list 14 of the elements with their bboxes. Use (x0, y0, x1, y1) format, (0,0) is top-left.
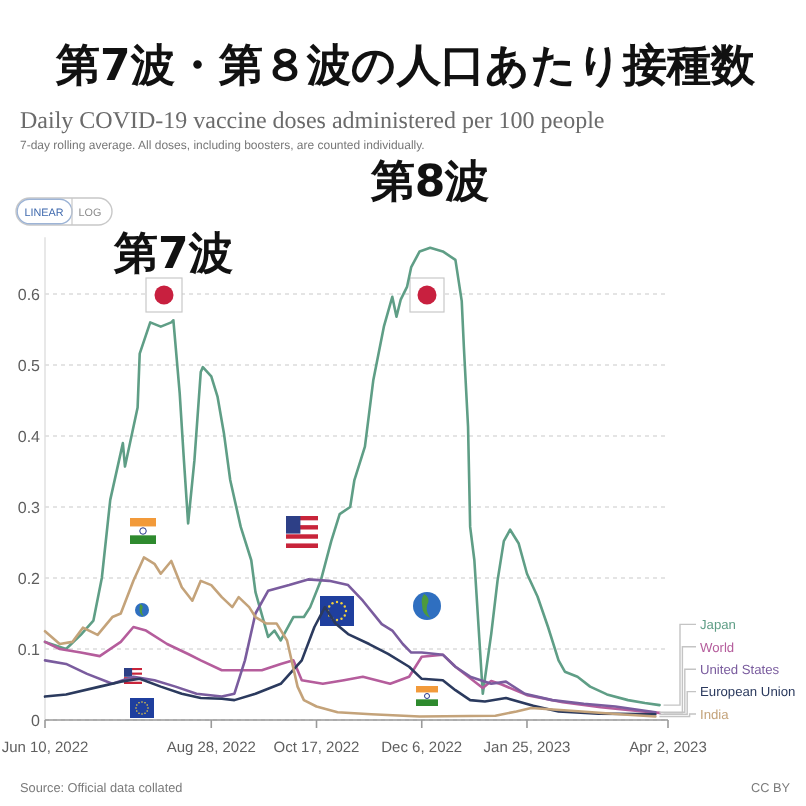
line-series (43, 625, 661, 715)
annotation: 第8波 (368, 157, 490, 208)
y-tick-label: 0.2 (17, 569, 42, 588)
line-series (43, 556, 657, 718)
chart-title: 第7波・第８波の人口あたり接種数 (54, 42, 757, 92)
chart-subtitle: Daily COVID-19 vaccine doses administered per 100 people (20, 106, 605, 134)
y-tick-label: 0.6 (17, 285, 42, 304)
y-tick-label: 0.1 (17, 640, 42, 659)
y-tick-label: 0.3 (17, 498, 42, 517)
y-tick-label: 0.5 (17, 356, 42, 375)
y-tick-label: 0 (31, 711, 42, 730)
y-tick-label: 0.4 (17, 427, 42, 446)
line-series (43, 578, 657, 714)
annotation: 第7波 (112, 230, 233, 281)
